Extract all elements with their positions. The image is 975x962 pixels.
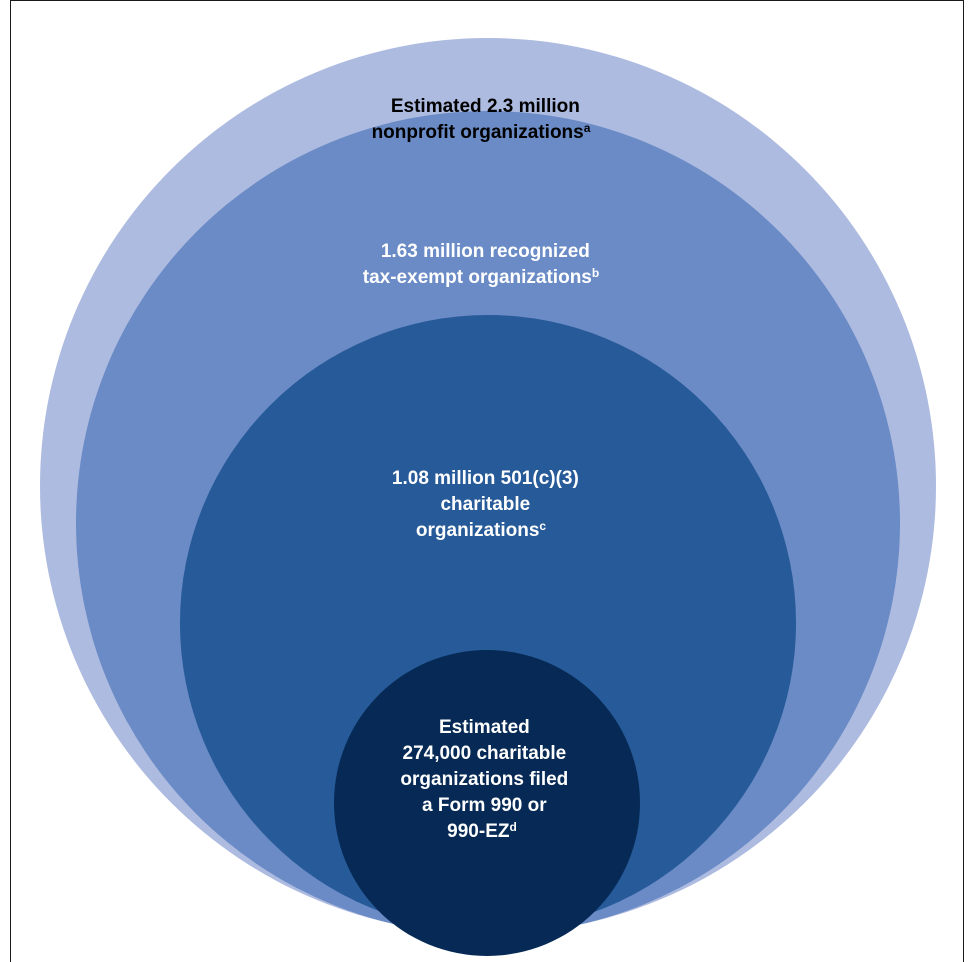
label-tax-exempt-organizations: 1.63 million recognized tax-exempt organ… [363,241,599,288]
label-line: nonprofit organizations [372,122,584,143]
label-line: 274,000 charitable [403,743,567,764]
circle-501c3-charitable-organizations [180,315,796,931]
label-nonprofit-organizations: Estimated 2.3 million nonprofit organiza… [372,96,591,143]
label-501c3-charitable-organizations: 1.08 million 501(c)(3) charitable organi… [392,468,584,541]
label-line: tax-exempt organizations [363,267,592,288]
label-line: 990-EZ [447,821,510,842]
label-line: organizations [416,520,540,541]
label-line: a Form 990 or [422,795,547,816]
label-line: Estimated [439,717,530,738]
circle-form-990-filers [334,650,640,956]
label-line: organizations filed [400,769,568,790]
label-line: 1.08 million 501(c)(3) [392,468,579,489]
label-line: charitable [440,494,530,515]
label-form-990-filers: Estimated 274,000 charitable organizatio… [400,717,573,842]
label-line: 1.63 million recognized [381,241,590,262]
footnote-marker: c [539,519,546,533]
label-line: Estimated 2.3 million [391,96,580,117]
footnote-marker: a [584,121,591,135]
footnote-marker: b [592,266,599,280]
footnote-marker: d [509,820,516,834]
